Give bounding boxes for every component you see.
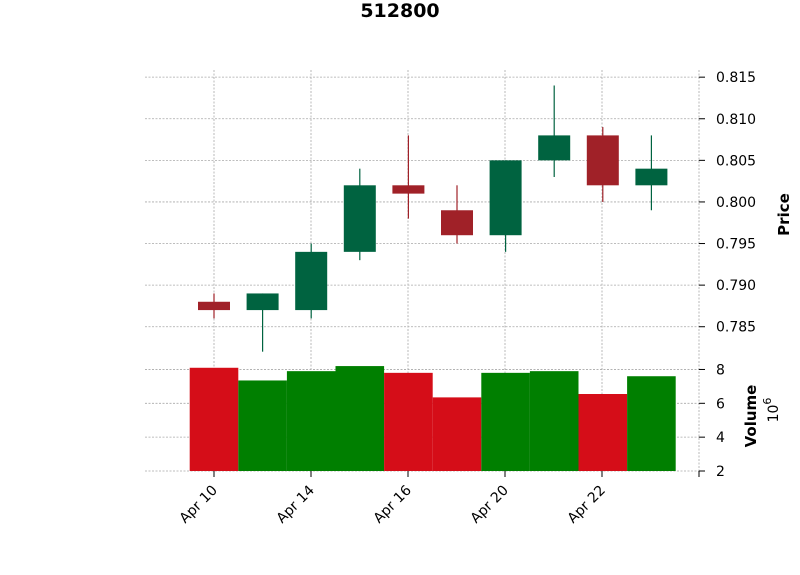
volume-bar: [286, 371, 336, 471]
price-tick-label: 0.805: [716, 153, 756, 169]
candle-body: [635, 168, 668, 186]
volume-bar: [238, 380, 287, 471]
x-tick-label: Apr 20: [468, 483, 512, 527]
volume-tick-label: 4: [716, 430, 725, 446]
volume-exponent-base: 10: [766, 405, 782, 423]
price-tick-label: 0.800: [716, 195, 756, 211]
chart-title: 512800: [360, 0, 439, 22]
volume-tick-label: 2: [716, 464, 725, 480]
candle-body: [392, 185, 425, 194]
candle-body: [489, 160, 522, 236]
candle-body: [295, 251, 328, 311]
volume-exponent-label: 106: [761, 398, 782, 423]
price-tick-label: 0.810: [716, 112, 756, 128]
volume-bar: [432, 397, 482, 471]
candle-body: [586, 135, 619, 186]
volume-tick-label: 6: [716, 396, 725, 412]
volume-bars: [189, 366, 676, 471]
price-tick-label: 0.815: [716, 70, 756, 86]
volume-bar: [627, 376, 676, 471]
volume-exponent-power: 6: [761, 398, 774, 405]
x-tick-label: Apr 14: [274, 482, 318, 526]
candle-body: [538, 135, 571, 161]
volume-tick-label: 8: [716, 362, 725, 378]
volume-bar: [481, 372, 530, 471]
x-tick-label: Apr 10: [177, 483, 221, 527]
price-axis-label: Price: [775, 193, 793, 236]
candle-body: [343, 185, 376, 252]
price-tick-label: 0.795: [716, 237, 756, 253]
volume-bar: [384, 372, 433, 471]
x-tick-label: Apr 22: [565, 483, 609, 527]
volume-bar: [335, 366, 385, 471]
candle-body: [441, 210, 473, 236]
candle-body: [246, 293, 279, 311]
volume-axis-label: Volume: [742, 385, 760, 448]
price-tick-label: 0.790: [716, 278, 756, 294]
volume-bar: [529, 371, 579, 471]
price-tick-label: 0.785: [716, 320, 756, 336]
x-tick-label: Apr 16: [371, 482, 415, 526]
candle-body: [198, 301, 230, 311]
price-candles: [198, 85, 668, 352]
volume-bar: [189, 367, 239, 471]
volume-bar: [578, 394, 628, 471]
